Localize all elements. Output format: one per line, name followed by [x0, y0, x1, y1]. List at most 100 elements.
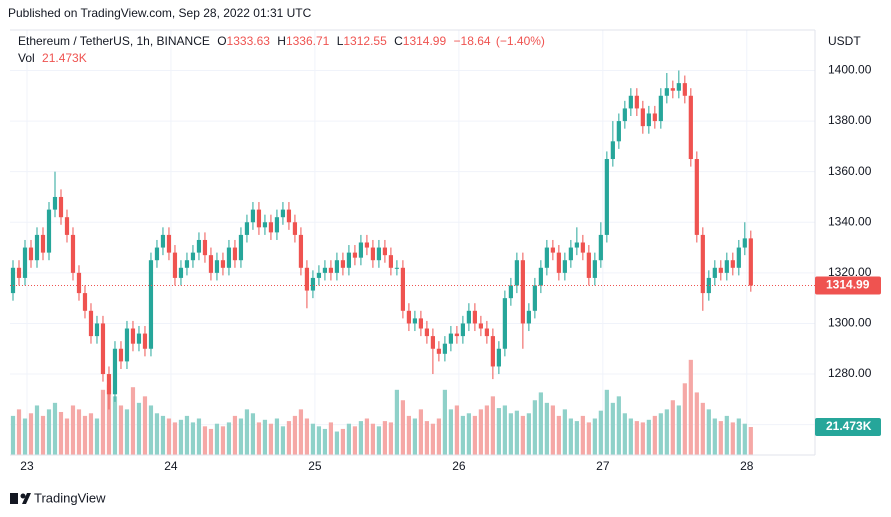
volume-bar [322, 428, 328, 455]
candle-body [346, 252, 352, 268]
volume-bar [400, 400, 406, 455]
candle-body [658, 95, 663, 122]
y-tick-label: 1280.00 [828, 366, 872, 380]
volume-bar [658, 413, 663, 455]
candle-body [208, 255, 214, 273]
volume-bar [580, 415, 585, 455]
volume-bar [148, 405, 154, 455]
c-value: 1314.99 [403, 34, 447, 48]
candle-body [694, 159, 699, 235]
volume-bar [376, 426, 382, 455]
candle-body [34, 234, 40, 261]
candle-body [574, 242, 579, 248]
candle-body [292, 222, 298, 235]
volume-bar [586, 422, 591, 455]
candle-body [430, 336, 435, 349]
candle-body [190, 252, 196, 261]
candle-body [670, 88, 675, 91]
candle-body [418, 318, 423, 329]
volume-bar [40, 415, 46, 455]
logo-dot [20, 493, 26, 499]
candle-body [220, 260, 226, 268]
y-tick-label: 1300.00 [828, 316, 872, 330]
volume-bar [262, 419, 268, 455]
candle-body [448, 333, 453, 344]
candle-body [730, 260, 735, 268]
volume-bar [220, 426, 226, 455]
volume-bar [622, 413, 627, 455]
volume-bar [358, 421, 364, 455]
y-tick-label: 1340.00 [828, 214, 872, 228]
candle-body [118, 348, 124, 362]
candle-body [682, 83, 687, 96]
o-value: 1333.63 [227, 34, 271, 48]
candle-body [676, 83, 681, 91]
x-tick-label: 26 [452, 459, 466, 473]
candle-body [526, 310, 531, 324]
published: Published on TradingView.com, Sep 28, 20… [8, 6, 312, 20]
h-label: H [277, 34, 286, 48]
candle-body [520, 260, 525, 324]
candle-body [334, 260, 340, 273]
volume-bar [676, 405, 681, 455]
candle-body [214, 260, 220, 273]
volume-bar [616, 396, 621, 455]
volume-bar [88, 413, 94, 455]
legend-line: Ethereum / TetherUS, 1h, BINANCE O1333.6… [18, 34, 545, 48]
candle-body [304, 267, 310, 291]
volume-bar [160, 415, 166, 455]
candle-body [724, 260, 729, 273]
volume-bar [124, 409, 130, 455]
volume-bar [118, 405, 124, 455]
candle-body [148, 260, 154, 349]
candle-body [478, 323, 483, 329]
volume-bar [640, 422, 645, 455]
candle-body [532, 285, 537, 311]
volume-bar [10, 415, 16, 455]
candle-body [394, 267, 400, 269]
volume-bar [532, 400, 537, 455]
candle-body [40, 234, 46, 253]
volume-value: 21.473K [42, 51, 87, 65]
volume-bar [334, 431, 340, 455]
volume-bar [736, 418, 741, 455]
candle-body [130, 328, 136, 344]
candle-body [640, 108, 645, 127]
h-value: 1336.71 [286, 34, 330, 48]
candle-body [562, 260, 567, 273]
volume-bar [82, 415, 88, 455]
candle-body [736, 247, 741, 268]
x-tick-label: 25 [308, 459, 322, 473]
candle-body [652, 113, 657, 122]
volume-bar [274, 418, 280, 455]
candle-body [400, 267, 406, 311]
candle-body [502, 298, 507, 349]
candle-body [352, 252, 358, 258]
volume-bar [340, 428, 346, 455]
candle-body [262, 222, 268, 228]
candle-body [406, 310, 412, 324]
candle-body [544, 247, 549, 268]
candle-body [424, 328, 429, 337]
volume-bar [448, 409, 453, 455]
volume-bar [184, 415, 190, 455]
volume-bar [46, 409, 52, 455]
volume-bar [490, 396, 495, 455]
volume-bar [706, 409, 711, 455]
volume-bar [112, 396, 118, 455]
candle-body [280, 209, 286, 218]
logo-mark [10, 493, 18, 504]
volume-bar [508, 413, 513, 455]
candle-body [160, 234, 166, 248]
candle-body [358, 242, 364, 258]
volume-bar [238, 418, 244, 455]
candle-body [718, 267, 723, 273]
volume-bar [610, 402, 615, 455]
volume-bar [268, 423, 274, 455]
volume-bar [454, 405, 459, 455]
candle-body [184, 260, 190, 268]
volume-bar [346, 423, 352, 455]
volume-bar [64, 418, 70, 455]
candle-body [472, 310, 477, 324]
candle-body [514, 260, 519, 286]
